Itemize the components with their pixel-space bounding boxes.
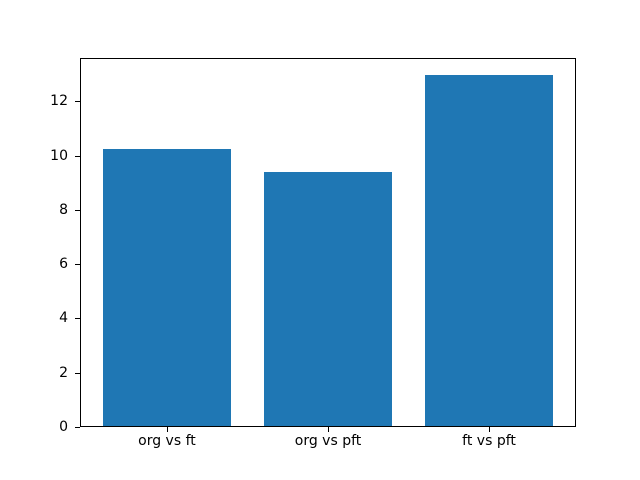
x-tick-mark bbox=[166, 427, 168, 432]
x-tick-mark bbox=[328, 427, 329, 432]
y-tick-label: 12 bbox=[50, 93, 68, 110]
y-tick-mark bbox=[75, 318, 80, 320]
y-tick-mark bbox=[75, 101, 80, 103]
y-tick-label: 0 bbox=[59, 419, 68, 435]
y-tick-mark bbox=[75, 209, 80, 211]
x-tick-label: org vs pft bbox=[294, 433, 362, 449]
y-tick-mark bbox=[75, 427, 80, 428]
y-tick-mark bbox=[75, 155, 80, 157]
y-tick-label: 4 bbox=[59, 310, 68, 327]
y-tick-label: 2 bbox=[59, 364, 68, 381]
x-tick-label: ft vs pft bbox=[462, 433, 516, 449]
x-tick-label: org vs ft bbox=[138, 433, 196, 449]
bar bbox=[424, 74, 554, 426]
plot-area bbox=[80, 58, 576, 427]
y-tick-label: 6 bbox=[59, 256, 68, 273]
y-tick-label: 10 bbox=[50, 147, 68, 164]
bar bbox=[102, 149, 232, 426]
x-tick-mark bbox=[489, 427, 491, 432]
y-tick-label: 8 bbox=[59, 201, 68, 218]
y-tick-mark bbox=[75, 372, 80, 374]
y-tick-mark bbox=[75, 264, 80, 266]
bar bbox=[263, 172, 393, 426]
